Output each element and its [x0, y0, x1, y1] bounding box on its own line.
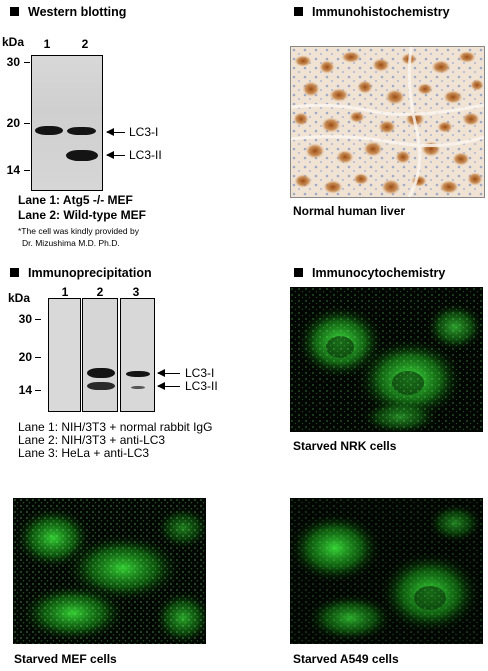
nrk-fluorescence-graphic	[290, 287, 483, 432]
marker-tick	[24, 123, 30, 124]
marker-tick	[24, 170, 30, 171]
ip-band-lane3-lc3-ii	[131, 386, 145, 389]
immunoprecipitation-title-text: Immunoprecipitation	[28, 266, 152, 280]
ip-legend-line-2: Lane 2: NIH/3T3 + anti-LC3	[18, 433, 166, 447]
band-lane1-lc3-i	[35, 126, 63, 135]
ip-membrane-lane-2	[82, 298, 118, 412]
marker-20: 20	[6, 116, 20, 130]
marker-tick	[24, 62, 30, 63]
ip-lane-number-1: 1	[61, 285, 69, 299]
legend-line-1: Lane 1: Atg5 -/- MEF	[18, 193, 133, 207]
western-blot-membrane	[31, 55, 103, 191]
ip-legend-line-3: Lane 3: HeLa + anti-LC3	[18, 446, 150, 460]
lane-number-1: 1	[43, 37, 51, 51]
immunocytochemistry-title-text: Immunocytochemistry	[312, 266, 446, 280]
western-blotting-title: Western blotting	[10, 5, 126, 19]
legend-line-2: Lane 2: Wild-type MEF	[18, 208, 146, 222]
a549-fluorescence-graphic	[290, 498, 483, 644]
ip-band-label-lc3-ii: LC3-II	[185, 379, 218, 393]
a549-caption: Starved A549 cells	[293, 652, 399, 666]
mef-fluorescence-graphic	[13, 498, 206, 644]
nrk-caption: Starved NRK cells	[293, 439, 397, 453]
square-bullet-icon	[10, 7, 19, 16]
note-line-2: Dr. Mizushima M.D. Ph.D.	[22, 238, 120, 248]
lane-number-2: 2	[81, 37, 89, 51]
ip-band-label-lc3-i: LC3-I	[185, 366, 215, 380]
immunohistochemistry-title-text: Immunohistochemistry	[312, 5, 450, 19]
square-bullet-icon	[10, 268, 19, 277]
ip-band-lane2-lc3-i	[87, 368, 115, 378]
a549-cells-image	[290, 498, 483, 644]
band-label-lc3-i: LC3-I	[129, 125, 159, 139]
kda-label: kDa	[2, 35, 25, 49]
ip-band-lane3-lc3-i	[126, 371, 150, 377]
mef-caption: Starved MEF cells	[14, 652, 117, 666]
ip-lane-number-3: 3	[132, 285, 140, 299]
kda-label-ip: kDa	[8, 291, 31, 305]
ihc-caption: Normal human liver	[293, 204, 406, 218]
immunocytochemistry-title: Immunocytochemistry	[294, 266, 445, 280]
note-line-1: *The cell was kindly provided by	[18, 226, 139, 236]
square-bullet-icon	[294, 268, 303, 277]
liver-tissue-image	[290, 46, 485, 198]
immunoprecipitation-title: Immunoprecipitation	[10, 266, 152, 280]
ip-marker-14: 14	[18, 383, 32, 397]
marker-30: 30	[6, 55, 20, 69]
band-lane2-lc3-i	[67, 127, 96, 135]
arrow-left-icon	[157, 369, 180, 377]
square-bullet-icon	[294, 7, 303, 16]
band-label-lc3-ii: LC3-II	[129, 148, 162, 162]
marker-tick	[35, 390, 41, 391]
arrow-left-icon	[157, 382, 180, 390]
ip-marker-30: 30	[18, 312, 32, 326]
arrow-left-icon	[106, 128, 125, 136]
ip-marker-20: 20	[18, 350, 32, 364]
marker-tick	[35, 319, 41, 320]
ip-legend-line-1: Lane 1: NIH/3T3 + normal rabbit IgG	[18, 420, 213, 434]
arrow-left-icon	[106, 151, 125, 159]
immunohistochemistry-title: Immunohistochemistry	[294, 5, 450, 19]
ip-membrane-lane-1	[48, 298, 81, 412]
ip-membrane-lane-3	[120, 298, 155, 412]
ip-lane-number-2: 2	[96, 285, 104, 299]
marker-tick	[35, 357, 41, 358]
liver-stain-graphic	[291, 47, 484, 197]
mef-cells-image	[13, 498, 206, 644]
western-blotting-title-text: Western blotting	[28, 5, 127, 19]
ip-band-lane2-lc3-ii	[87, 382, 115, 390]
nrk-cells-image	[290, 287, 483, 432]
marker-14: 14	[6, 163, 20, 177]
band-lane2-lc3-ii	[66, 150, 98, 161]
